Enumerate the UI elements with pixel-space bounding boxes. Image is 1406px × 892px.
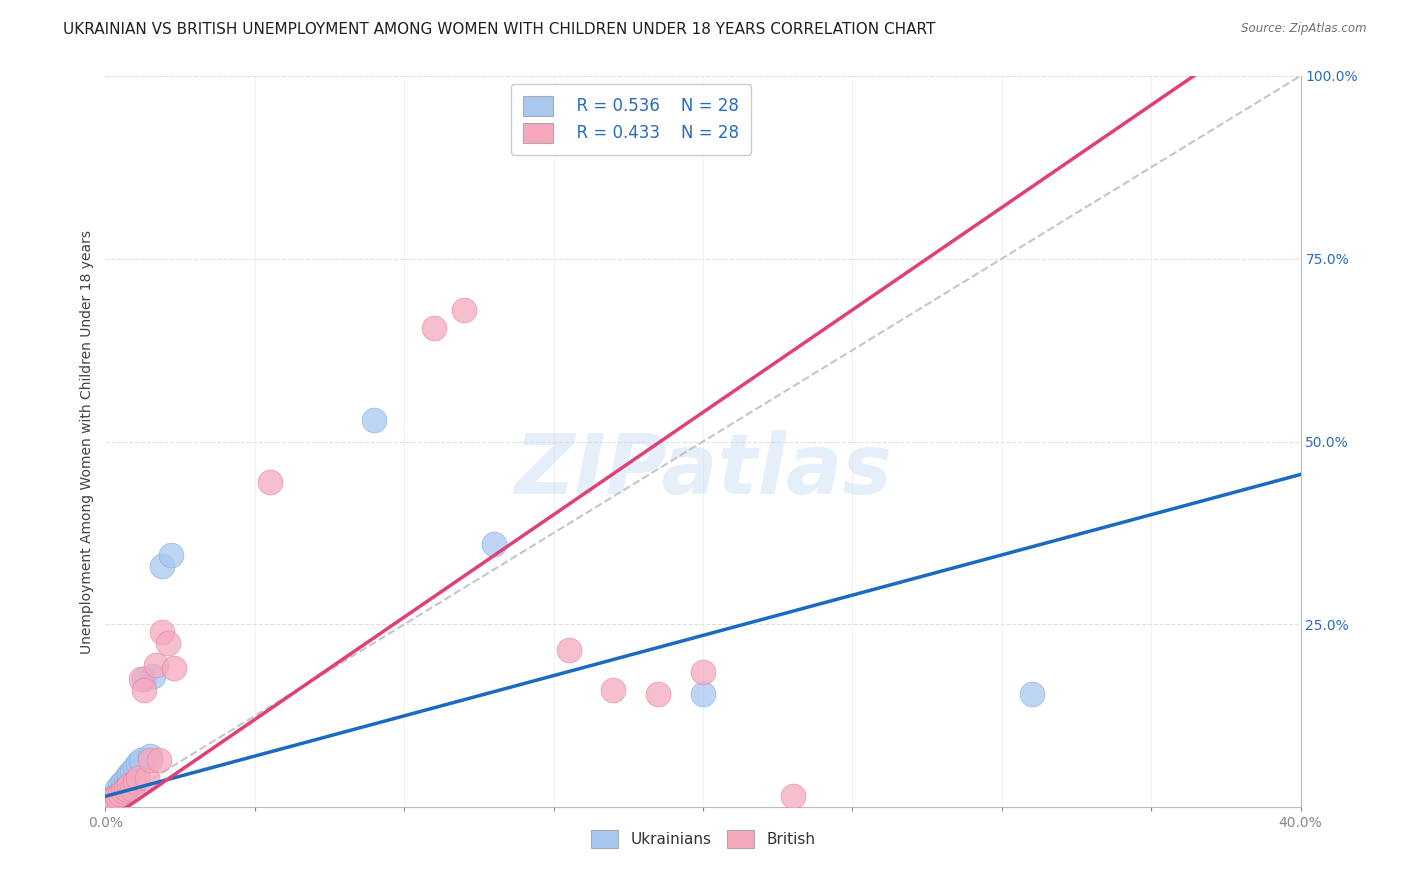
Point xyxy=(129,753,153,767)
Point xyxy=(423,321,446,335)
Point xyxy=(103,789,125,804)
Point xyxy=(115,778,138,792)
Legend: Ukrainians, British: Ukrainians, British xyxy=(585,823,821,855)
Point xyxy=(112,780,135,794)
Point xyxy=(557,643,579,657)
Text: UKRAINIAN VS BRITISH UNEMPLOYMENT AMONG WOMEN WITH CHILDREN UNDER 18 YEARS CORRE: UKRAINIAN VS BRITISH UNEMPLOYMENT AMONG … xyxy=(63,22,935,37)
Point xyxy=(124,774,146,789)
Point xyxy=(259,475,281,489)
Point xyxy=(115,781,138,797)
Point xyxy=(1021,687,1043,701)
Point xyxy=(150,624,173,639)
Point xyxy=(107,781,129,797)
Point xyxy=(100,791,122,805)
Point xyxy=(112,774,135,789)
Point xyxy=(103,791,125,805)
Point xyxy=(118,767,141,781)
Point xyxy=(127,756,149,771)
Point xyxy=(110,786,132,800)
Point xyxy=(134,673,156,687)
Point xyxy=(97,794,120,808)
Point xyxy=(150,558,173,573)
Point xyxy=(647,687,669,701)
Point xyxy=(148,753,170,767)
Point xyxy=(107,789,129,804)
Point xyxy=(100,794,122,808)
Point xyxy=(139,753,162,767)
Point xyxy=(482,537,505,551)
Text: Source: ZipAtlas.com: Source: ZipAtlas.com xyxy=(1241,22,1367,36)
Point xyxy=(142,668,165,682)
Point xyxy=(134,683,156,698)
Point xyxy=(118,774,141,789)
Point xyxy=(163,661,186,675)
Point xyxy=(110,787,132,801)
Point xyxy=(692,687,714,701)
Point xyxy=(363,412,385,426)
Point xyxy=(115,771,138,785)
Point xyxy=(110,778,132,792)
Point xyxy=(112,784,135,798)
Point xyxy=(100,793,122,807)
Point xyxy=(118,778,141,792)
Point xyxy=(107,787,129,801)
Point xyxy=(136,771,159,785)
Point xyxy=(453,302,475,317)
Point xyxy=(97,797,120,811)
Point xyxy=(157,635,180,649)
Point xyxy=(129,673,153,687)
Y-axis label: Unemployment Among Women with Children Under 18 years: Unemployment Among Women with Children U… xyxy=(80,229,94,654)
Point xyxy=(121,781,143,797)
Point xyxy=(692,665,714,679)
Point xyxy=(103,793,125,807)
Point xyxy=(160,548,183,562)
Point xyxy=(782,789,804,804)
Text: ZIPatlas: ZIPatlas xyxy=(515,430,891,511)
Point xyxy=(127,771,149,785)
Point xyxy=(139,749,162,764)
Point xyxy=(121,764,143,778)
Point xyxy=(602,683,624,698)
Point xyxy=(124,760,146,774)
Point xyxy=(145,657,167,672)
